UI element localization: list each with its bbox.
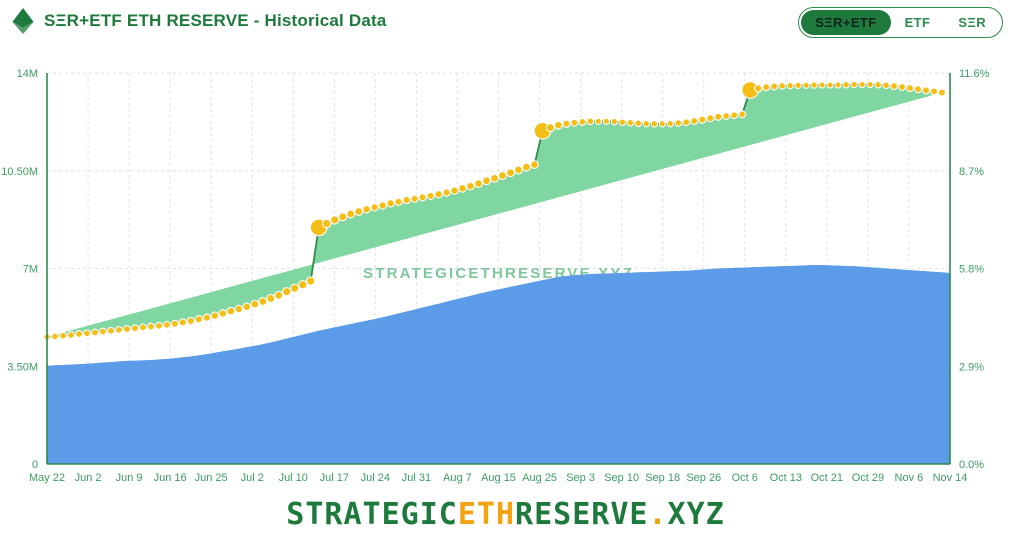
- svg-text:Jul 10: Jul 10: [279, 472, 308, 484]
- svg-text:Aug 15: Aug 15: [481, 472, 516, 484]
- footer: STRATEGICETHRESERVE.XYZ: [0, 491, 1011, 537]
- svg-text:Jul 2: Jul 2: [241, 472, 264, 484]
- ethereum-icon: [12, 8, 34, 34]
- svg-text:14M: 14M: [17, 68, 38, 80]
- svg-text:Aug 7: Aug 7: [443, 472, 472, 484]
- chart-container[interactable]: STRATEGICETHRESERVE.XYZ 0 3.50M 7M 10.50M 14…: [0, 46, 1011, 491]
- svg-text:Sep 26: Sep 26: [686, 472, 721, 484]
- title-group: SΞR+ETF ETH RESERVE - Historical Data: [12, 8, 387, 34]
- wordmark-part-eth: ETH: [457, 496, 516, 532]
- svg-text:Oct 6: Oct 6: [732, 472, 758, 484]
- svg-text:Jul 17: Jul 17: [320, 472, 349, 484]
- axis-lines: [46, 73, 951, 465]
- svg-text:3.50M: 3.50M: [7, 361, 38, 373]
- svg-text:Jun 9: Jun 9: [116, 472, 143, 484]
- svg-text:0: 0: [32, 459, 38, 471]
- svg-text:Jun 16: Jun 16: [154, 472, 187, 484]
- svg-text:Oct 29: Oct 29: [852, 472, 884, 484]
- wordmark-part-strategic: STRATEGIC: [286, 496, 458, 532]
- svg-text:11.6%: 11.6%: [959, 68, 990, 80]
- page-header: SΞR+ETF ETH RESERVE - Historical Data SΞ…: [0, 0, 1011, 46]
- inner-watermark: STRATEGICETHRESERVE.XYZ: [47, 265, 950, 464]
- svg-text:2.9%: 2.9%: [959, 361, 984, 373]
- svg-text:7M: 7M: [23, 264, 38, 276]
- svg-text:Nov 6: Nov 6: [895, 472, 924, 484]
- series-toggle-group[interactable]: SΞR+ETF ETF SΞR: [798, 7, 1003, 38]
- wordmark-part-xyz: XYZ: [667, 496, 725, 532]
- svg-text:May 22: May 22: [29, 472, 65, 484]
- wordmark-part-dot: .: [648, 496, 668, 532]
- svg-text:Sep 3: Sep 3: [566, 472, 595, 484]
- toggle-ser[interactable]: SΞR: [944, 10, 1000, 35]
- svg-text:Jun 2: Jun 2: [75, 472, 102, 484]
- svg-text:Oct 13: Oct 13: [770, 472, 802, 484]
- svg-text:Sep 18: Sep 18: [645, 472, 680, 484]
- svg-text:Jun 25: Jun 25: [195, 472, 228, 484]
- historical-reserve-area-chart[interactable]: STRATEGICETHRESERVE.XYZ 0 3.50M 7M 10.50M 14…: [0, 46, 1011, 491]
- y-axis-right-labels: 0.0% 2.9% 5.8% 8.7% 11.6%: [959, 68, 990, 471]
- svg-text:Jul 24: Jul 24: [361, 472, 390, 484]
- x-axis-labels: May 22 Jun 2 Jun 9 Jun 16 Jun 25 Jul 2 Jul 10 J…: [29, 472, 967, 484]
- svg-text:10.50M: 10.50M: [1, 166, 38, 178]
- y-axis-left-labels: 0 3.50M 7M 10.50M 14M: [1, 68, 38, 471]
- svg-text:5.8%: 5.8%: [959, 264, 984, 276]
- page-title: SΞR+ETF ETH RESERVE - Historical Data: [44, 11, 387, 30]
- toggle-etf[interactable]: ETF: [891, 10, 945, 35]
- footer-wordmark: STRATEGICETHRESERVE.XYZ: [286, 497, 724, 532]
- toggle-ser-etf[interactable]: SΞR+ETF: [801, 10, 891, 35]
- svg-text:Aug 25: Aug 25: [522, 472, 557, 484]
- svg-text:Jul 31: Jul 31: [402, 472, 431, 484]
- svg-text:Oct 21: Oct 21: [811, 472, 843, 484]
- svg-text:8.7%: 8.7%: [959, 166, 984, 178]
- data-point-markers[interactable]: [43, 80, 947, 341]
- wordmark-part-reserve: RESERVE: [515, 496, 649, 532]
- svg-text:Sep 10: Sep 10: [604, 472, 639, 484]
- svg-text:0.0%: 0.0%: [959, 459, 984, 471]
- svg-text:Nov 14: Nov 14: [933, 472, 968, 484]
